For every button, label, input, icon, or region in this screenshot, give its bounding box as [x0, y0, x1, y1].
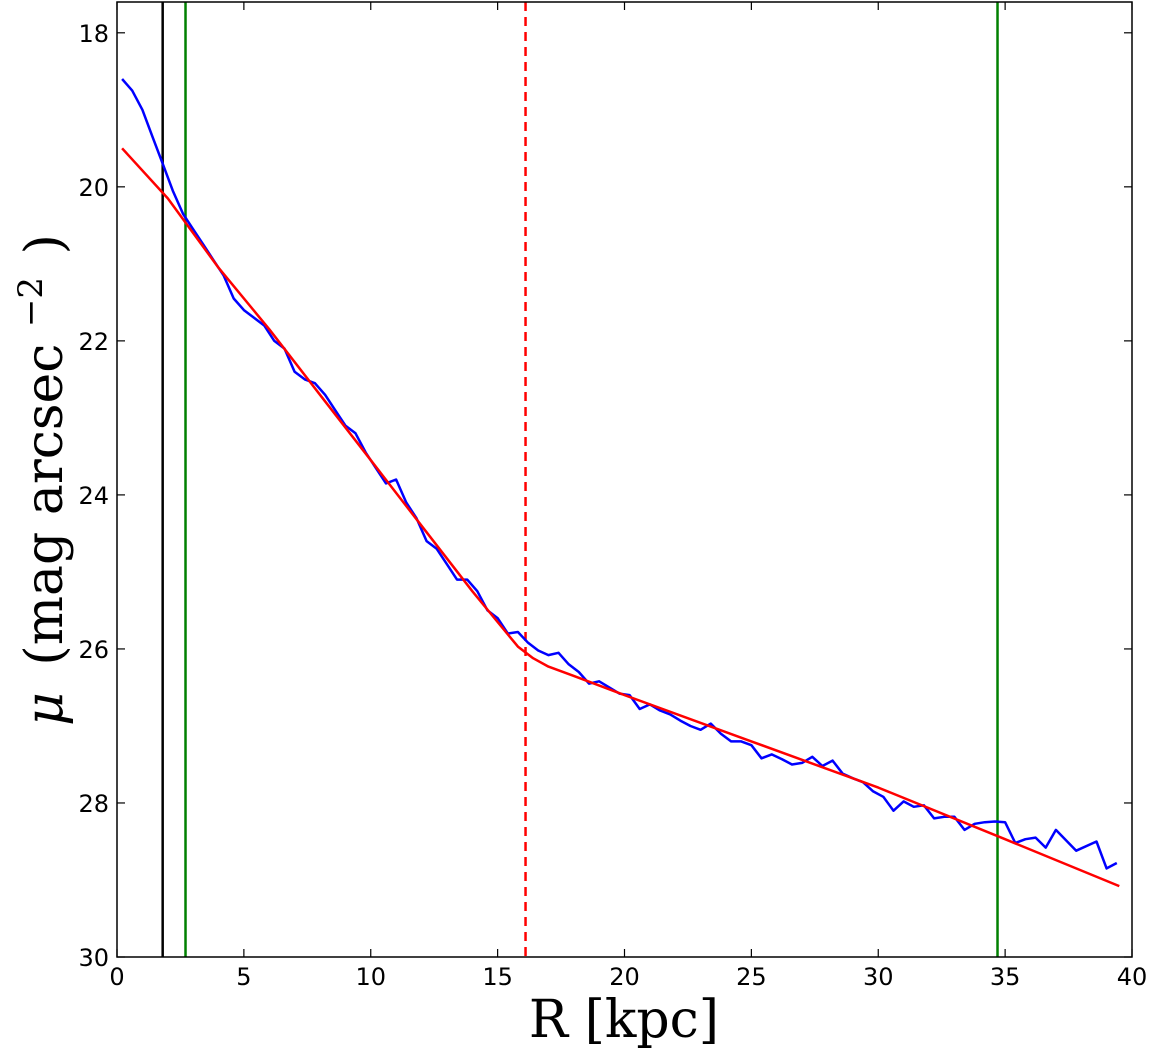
y-tick-label: 28	[78, 790, 109, 818]
x-tick-label: 40	[1117, 963, 1148, 991]
y-axis-label: μ (mag arcsec −2 )	[0, 234, 75, 726]
x-tick-label: 30	[863, 963, 894, 991]
x-tick-label: 5	[236, 963, 251, 991]
x-tick-label: 35	[990, 963, 1021, 991]
x-tick-label: 0	[109, 963, 124, 991]
series-line-0	[121, 78, 1118, 870]
y-tick-label: 22	[78, 328, 109, 356]
x-tick-label: 10	[355, 963, 386, 991]
x-tick-label: 20	[609, 963, 640, 991]
x-tick-label: 15	[482, 963, 513, 991]
y-axis-label-close: )	[15, 234, 75, 254]
y-tick-label: 18	[78, 20, 109, 48]
chart-marks	[121, 2, 1120, 957]
x-axis-label: R [kpc]	[529, 990, 719, 1049]
x-tick-label: 25	[736, 963, 767, 991]
svg-text:μ (mag arcsec −2: μ (mag arcsec −2 )	[0, 234, 75, 726]
y-tick-label: 30	[78, 944, 109, 972]
y-tick-label: 20	[78, 174, 109, 202]
y-axis-label-exponent: −2	[11, 277, 51, 327]
y-tick-label: 24	[78, 482, 109, 510]
y-axis-label-text: (mag arcsec	[15, 344, 75, 666]
chart-ticks: 0 5 10 15 20 25 30 35 40 18 20 22 24 26 28 30	[78, 2, 1147, 991]
y-tick-label: 26	[78, 636, 109, 664]
y-axis-label-symbol: μ	[15, 692, 75, 726]
series-line-1	[121, 147, 1120, 888]
plot-frame	[116, 1, 1133, 958]
